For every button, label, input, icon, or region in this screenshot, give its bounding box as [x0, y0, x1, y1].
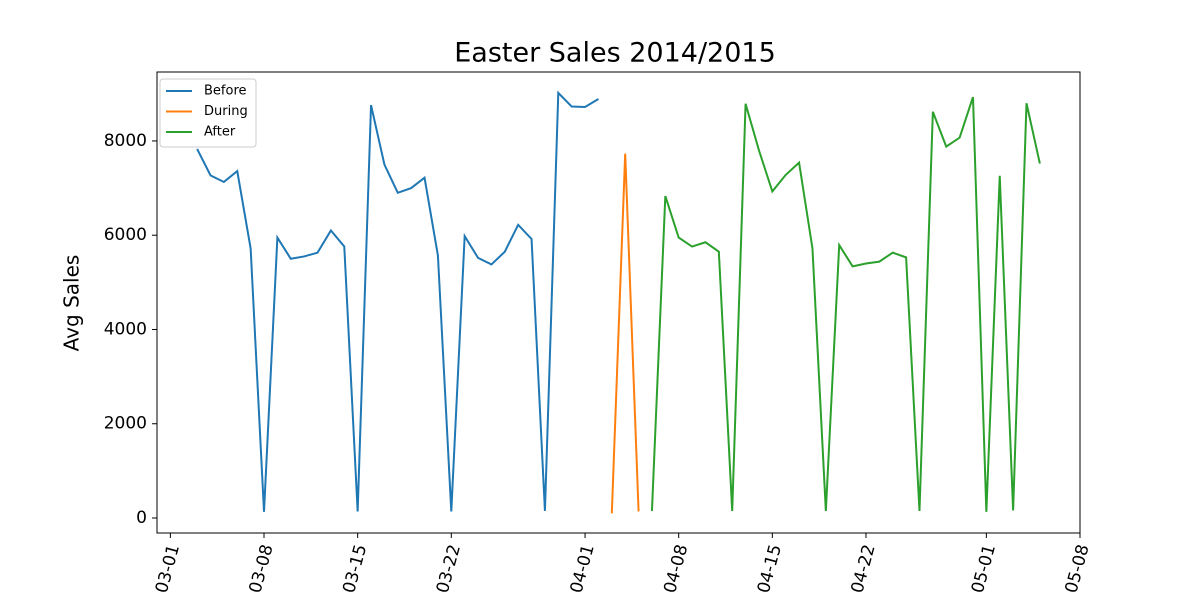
y-tick-label: 4000 — [104, 319, 147, 339]
x-tick-label: 03-01 — [152, 542, 184, 595]
x-tick-label: 04-01 — [567, 542, 599, 595]
chart-title: Easter Sales 2014/2015 — [454, 38, 776, 69]
y-tick-label: 0 — [136, 508, 147, 528]
y-tick-label: 8000 — [104, 131, 147, 151]
x-tick-label: 05-08 — [1062, 542, 1094, 595]
x-tick-label: 04-22 — [848, 542, 880, 595]
line-series — [196, 90, 599, 512]
line-series — [650, 96, 1041, 512]
legend-label: Before — [204, 84, 247, 99]
y-tick-label: 6000 — [104, 225, 147, 245]
plot-area — [156, 71, 1081, 534]
legend-box — [159, 78, 257, 148]
x-tick-label: 05-01 — [968, 542, 1000, 595]
y-tick-label: 2000 — [104, 414, 147, 434]
x-tick-label: 04-08 — [660, 542, 692, 595]
x-tick-label: 03-15 — [339, 542, 371, 595]
x-tick-label: 04-15 — [754, 542, 786, 595]
line-series — [610, 153, 640, 514]
y-axis-label: Avg Sales — [60, 255, 84, 352]
x-tick-label: 03-22 — [433, 542, 465, 595]
legend-label: During — [204, 104, 248, 119]
legend-label: After — [204, 125, 236, 140]
x-tick-label: 03-08 — [246, 542, 278, 595]
